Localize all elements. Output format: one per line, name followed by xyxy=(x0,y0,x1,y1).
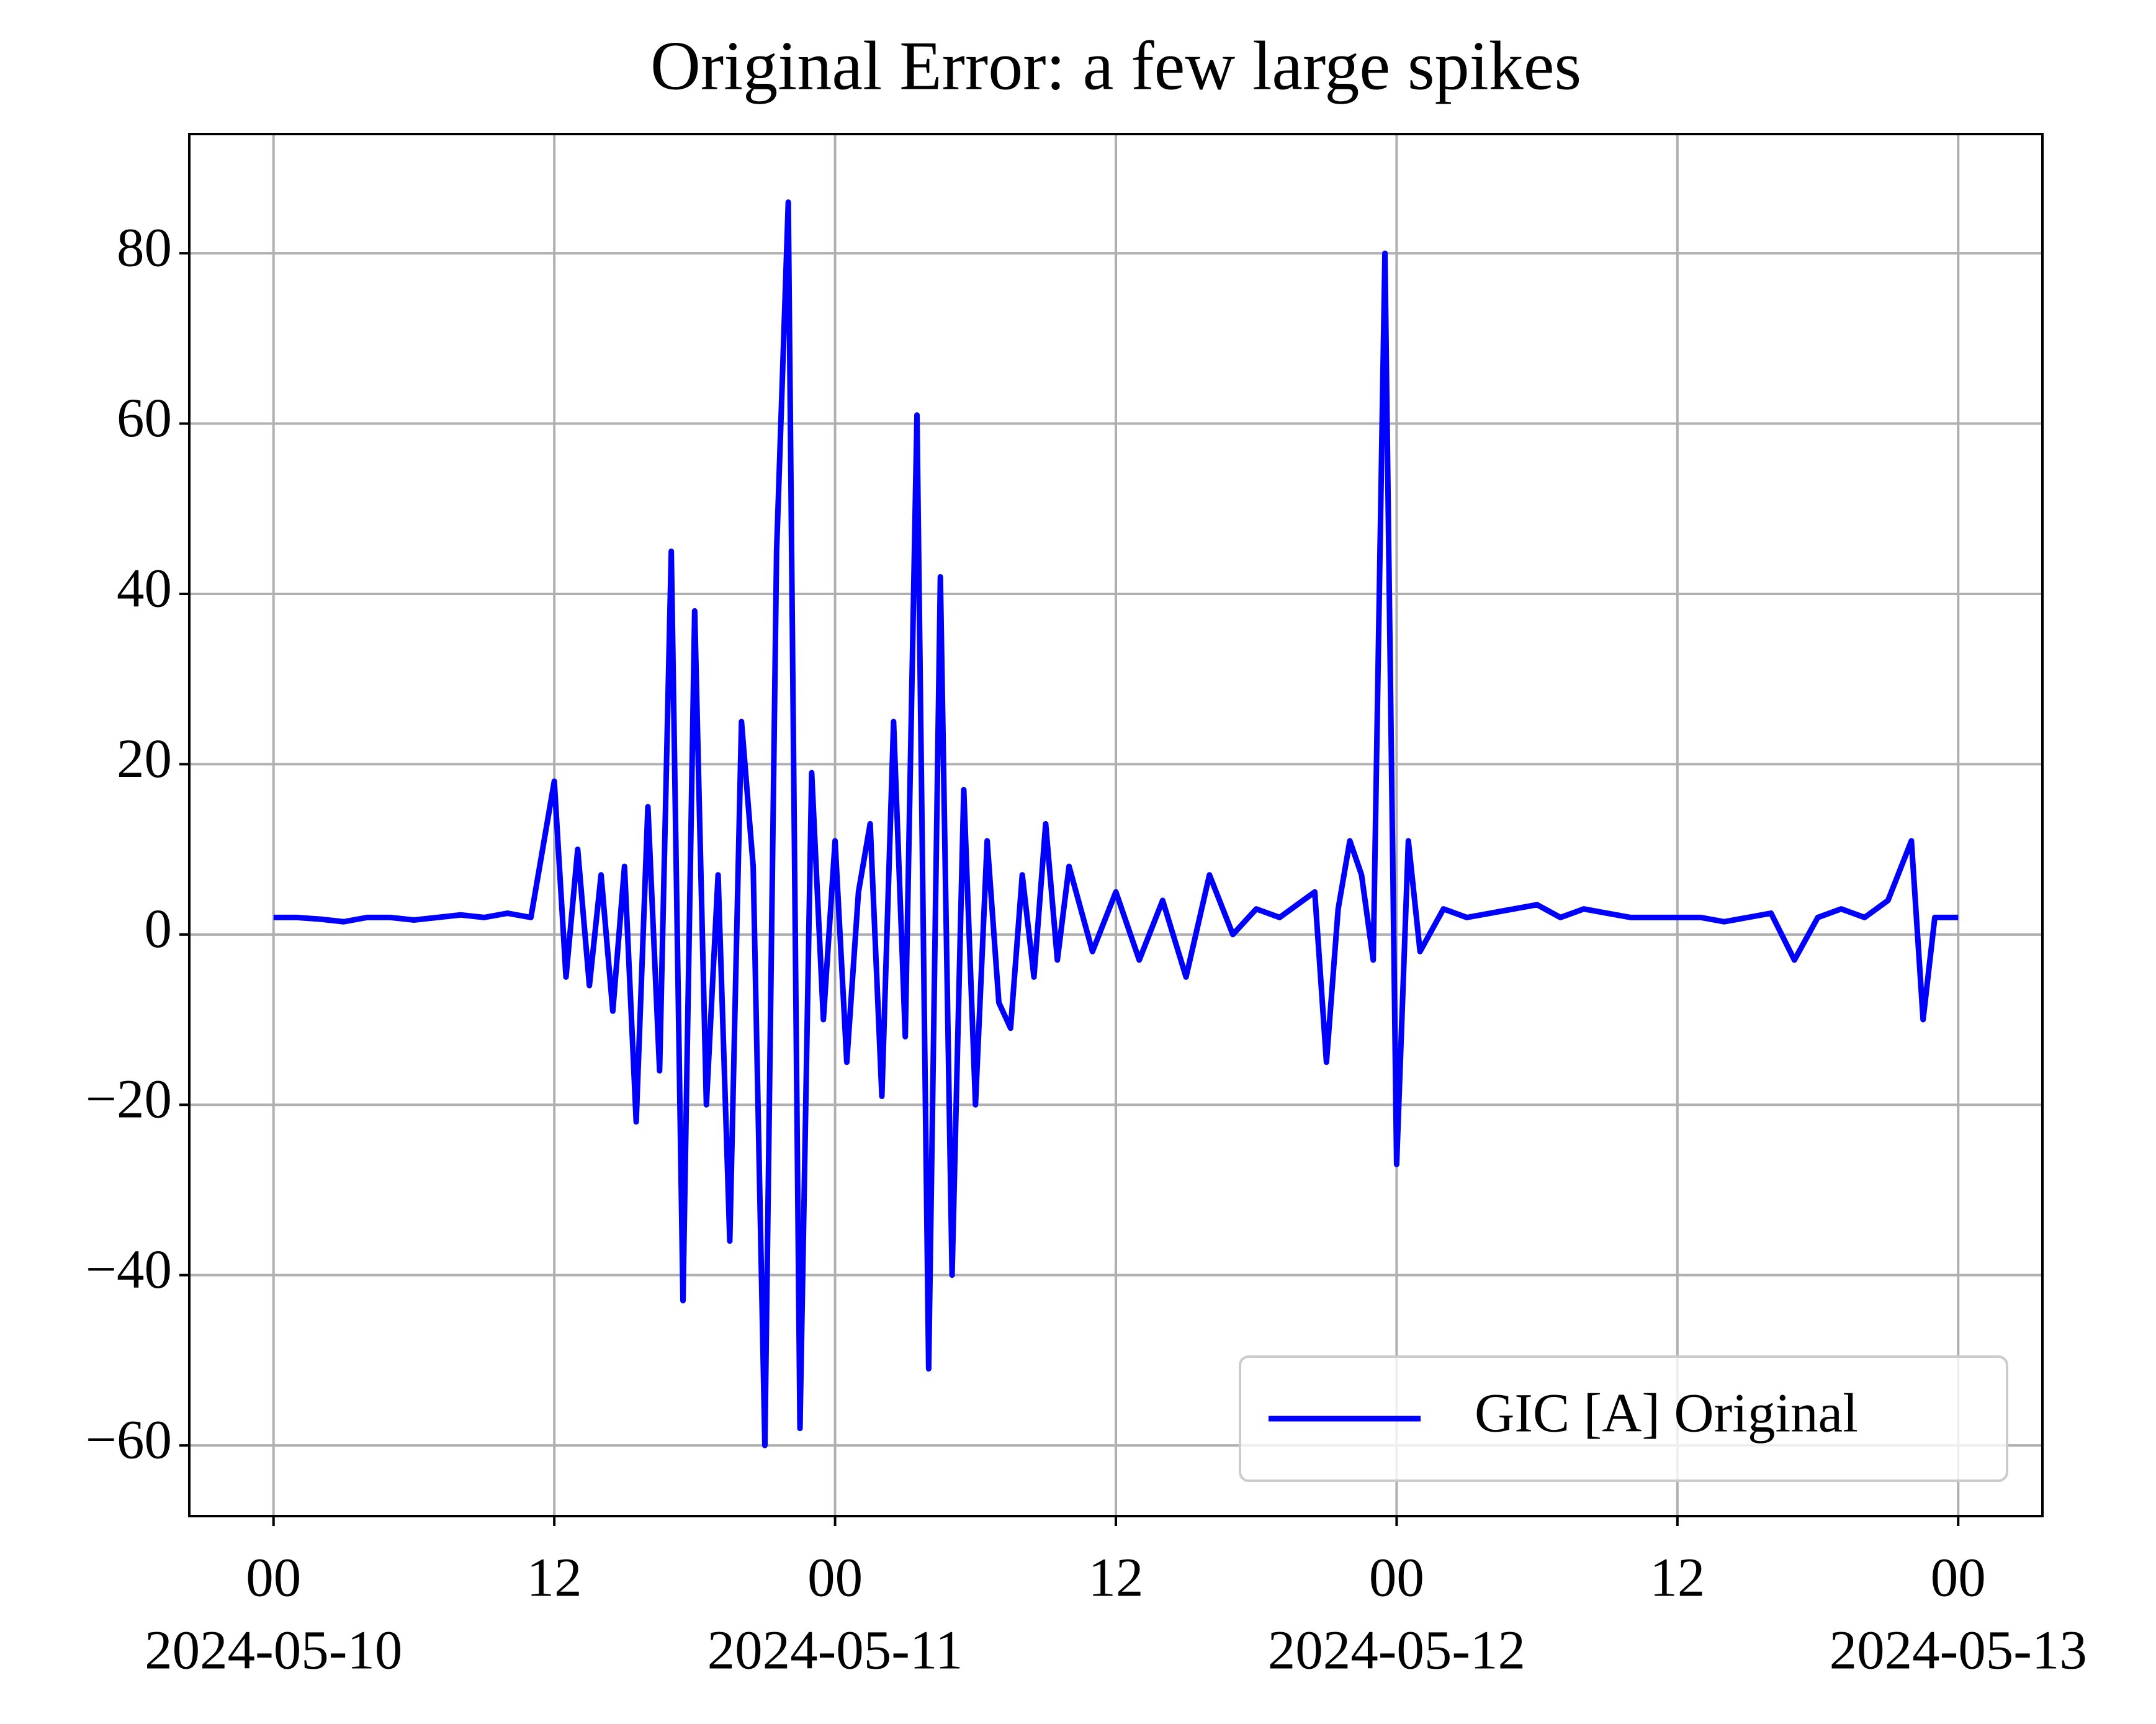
x-tick-label: 00 xyxy=(246,1547,301,1608)
y-tick-label: 0 xyxy=(145,899,173,959)
y-tick-label: 40 xyxy=(117,558,172,619)
y-tick-label: 80 xyxy=(117,218,172,279)
legend-box xyxy=(1239,1355,2008,1482)
y-tick-label: 60 xyxy=(117,388,172,449)
legend: GIC [A] Original xyxy=(1239,1355,2008,1482)
x-tick-date-label: 2024-05-13 xyxy=(1830,1620,2087,1681)
x-tick-date-label: 2024-05-11 xyxy=(707,1620,963,1681)
series-line xyxy=(273,199,1959,1448)
y-tick-label: 20 xyxy=(117,729,172,789)
x-tick-date-label: 2024-05-12 xyxy=(1268,1620,1525,1681)
chart-title: Original Error: a few large spikes xyxy=(650,28,1581,105)
ticks: −60 −40 −20 0 20 40 60 80 00 2024-05-10 12 00 2024-0… xyxy=(86,218,2087,1681)
x-tick-label: 12 xyxy=(1650,1547,1705,1608)
y-tick-label: −20 xyxy=(86,1069,172,1130)
x-tick-label: 12 xyxy=(1089,1547,1144,1608)
x-tick-label: 00 xyxy=(807,1547,863,1608)
x-tick-date-label: 2024-05-10 xyxy=(145,1620,402,1681)
plot-area xyxy=(273,199,1959,1448)
x-tick-label: 00 xyxy=(1369,1547,1424,1608)
y-tick-label: −60 xyxy=(86,1410,172,1471)
x-tick-label: 12 xyxy=(527,1547,582,1608)
legend-label: GIC [A] Original xyxy=(1475,1383,1858,1443)
grid xyxy=(189,134,2042,1516)
y-tick-label: −40 xyxy=(86,1239,172,1300)
x-tick-label: 00 xyxy=(1931,1547,1986,1608)
